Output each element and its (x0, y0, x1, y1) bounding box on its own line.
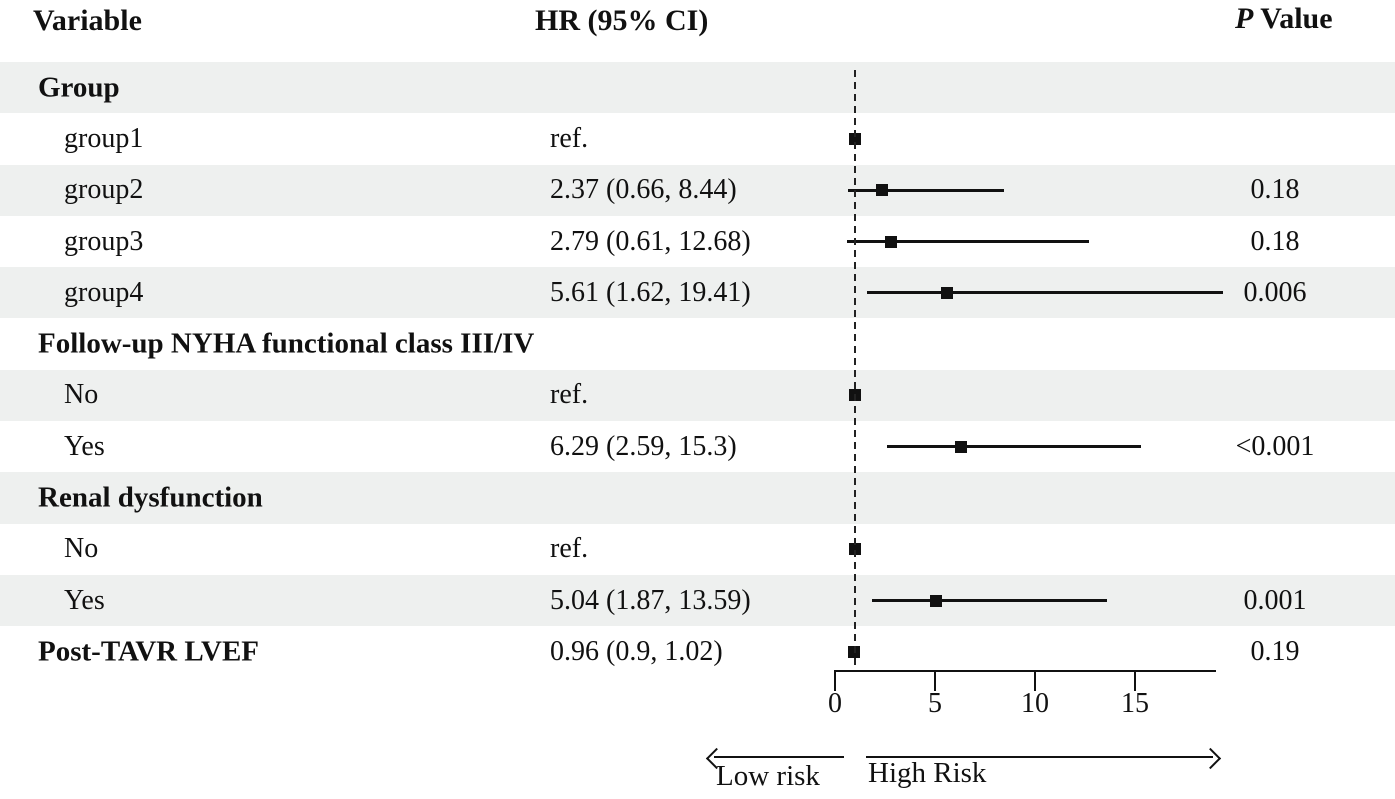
table-row: group4 5.61 (1.62, 19.41) 0.006 (0, 267, 1395, 319)
axis-tick (834, 670, 836, 691)
table-row: group3 2.79 (0.61, 12.68) 0.18 (0, 216, 1395, 267)
low-risk-label: Low risk (716, 760, 820, 792)
axis-tick-label: 5 (928, 688, 942, 719)
table-row: Group (0, 62, 1395, 114)
hr-ci-text: 5.04 (1.87, 13.59) (550, 584, 751, 616)
column-header-variable: Variable (33, 4, 142, 37)
row-label: group2 (64, 174, 144, 206)
p-value: <0.001 (1235, 430, 1315, 462)
pvalue-header-rest: Value (1253, 2, 1333, 35)
high-risk-arrow (866, 756, 1213, 758)
p-value: 0.18 (1250, 174, 1300, 206)
row-label: Group (38, 71, 120, 104)
p-value: 0.19 (1250, 635, 1300, 667)
column-header-hr: HR (95% CI) (535, 4, 709, 37)
point-marker (884, 235, 897, 248)
axis-tick (1034, 670, 1036, 691)
hr-ci-text: 5.61 (1.62, 19.41) (550, 276, 751, 308)
row-label: group3 (64, 225, 144, 257)
table-row: Renal dysfunction (0, 472, 1395, 524)
pvalue-header-italic-p: P (1235, 2, 1254, 35)
table-row: group2 2.37 (0.66, 8.44) 0.18 (0, 164, 1395, 216)
table-row: Follow-up NYHA functional class III/IV (0, 318, 1395, 369)
hr-ci-text: 2.37 (0.66, 8.44) (550, 174, 737, 206)
ci-line (867, 291, 1224, 295)
hr-ci-text: ref. (550, 379, 589, 411)
row-label: No (64, 533, 99, 565)
ci-line (848, 188, 1004, 192)
hr-ci-text: 6.29 (2.59, 15.3) (550, 430, 737, 462)
row-label: group1 (64, 122, 144, 154)
point-marker (954, 440, 967, 453)
axis-tick (934, 670, 936, 691)
ci-line (886, 445, 1141, 449)
point-marker (876, 184, 889, 197)
reference-dashed-line (854, 70, 856, 668)
row-label: Yes (64, 584, 105, 616)
table-row: group1 ref. (0, 113, 1395, 164)
ci-line (872, 599, 1107, 603)
table-row: Post-TAVR LVEF 0.96 (0.9, 1.02) 0.19 (0, 626, 1395, 677)
table-row: Yes 5.04 (1.87, 13.59) 0.001 (0, 574, 1395, 627)
hr-ci-text: ref. (550, 122, 589, 154)
row-label: No (64, 379, 99, 411)
point-marker (929, 594, 942, 607)
low-risk-arrow (714, 756, 844, 758)
x-axis-line (835, 670, 1216, 672)
row-label: Follow-up NYHA functional class III/IV (38, 327, 535, 360)
row-label: group4 (64, 276, 144, 308)
high-risk-label: High Risk (868, 757, 987, 789)
row-label: Renal dysfunction (38, 481, 263, 514)
point-marker (941, 286, 954, 299)
table-body: Group group1 ref. group2 2.37 (0.66, 8.4… (0, 62, 1395, 678)
table-row: Yes 6.29 (2.59, 15.3) <0.001 (0, 421, 1395, 472)
axis-tick-label: 0 (828, 688, 842, 719)
row-label: Yes (64, 430, 105, 462)
table-row: No ref. (0, 369, 1395, 422)
p-value: 0.001 (1243, 584, 1307, 616)
hr-ci-text: 0.96 (0.9, 1.02) (550, 635, 723, 667)
ci-line (847, 240, 1089, 244)
hr-ci-text: 2.79 (0.61, 12.68) (550, 225, 751, 257)
row-label: Post-TAVR LVEF (38, 635, 260, 668)
axis-tick-label: 10 (1021, 688, 1049, 719)
p-value: 0.18 (1250, 225, 1300, 257)
high-risk-arrowhead-icon (1199, 747, 1222, 770)
p-value: 0.006 (1243, 276, 1307, 308)
column-header-pvalue: P Value (1235, 2, 1333, 36)
hr-ci-text: ref. (550, 533, 589, 565)
table-row: No ref. (0, 524, 1395, 575)
axis-tick (1134, 670, 1136, 691)
axis-tick-label: 15 (1121, 688, 1149, 719)
